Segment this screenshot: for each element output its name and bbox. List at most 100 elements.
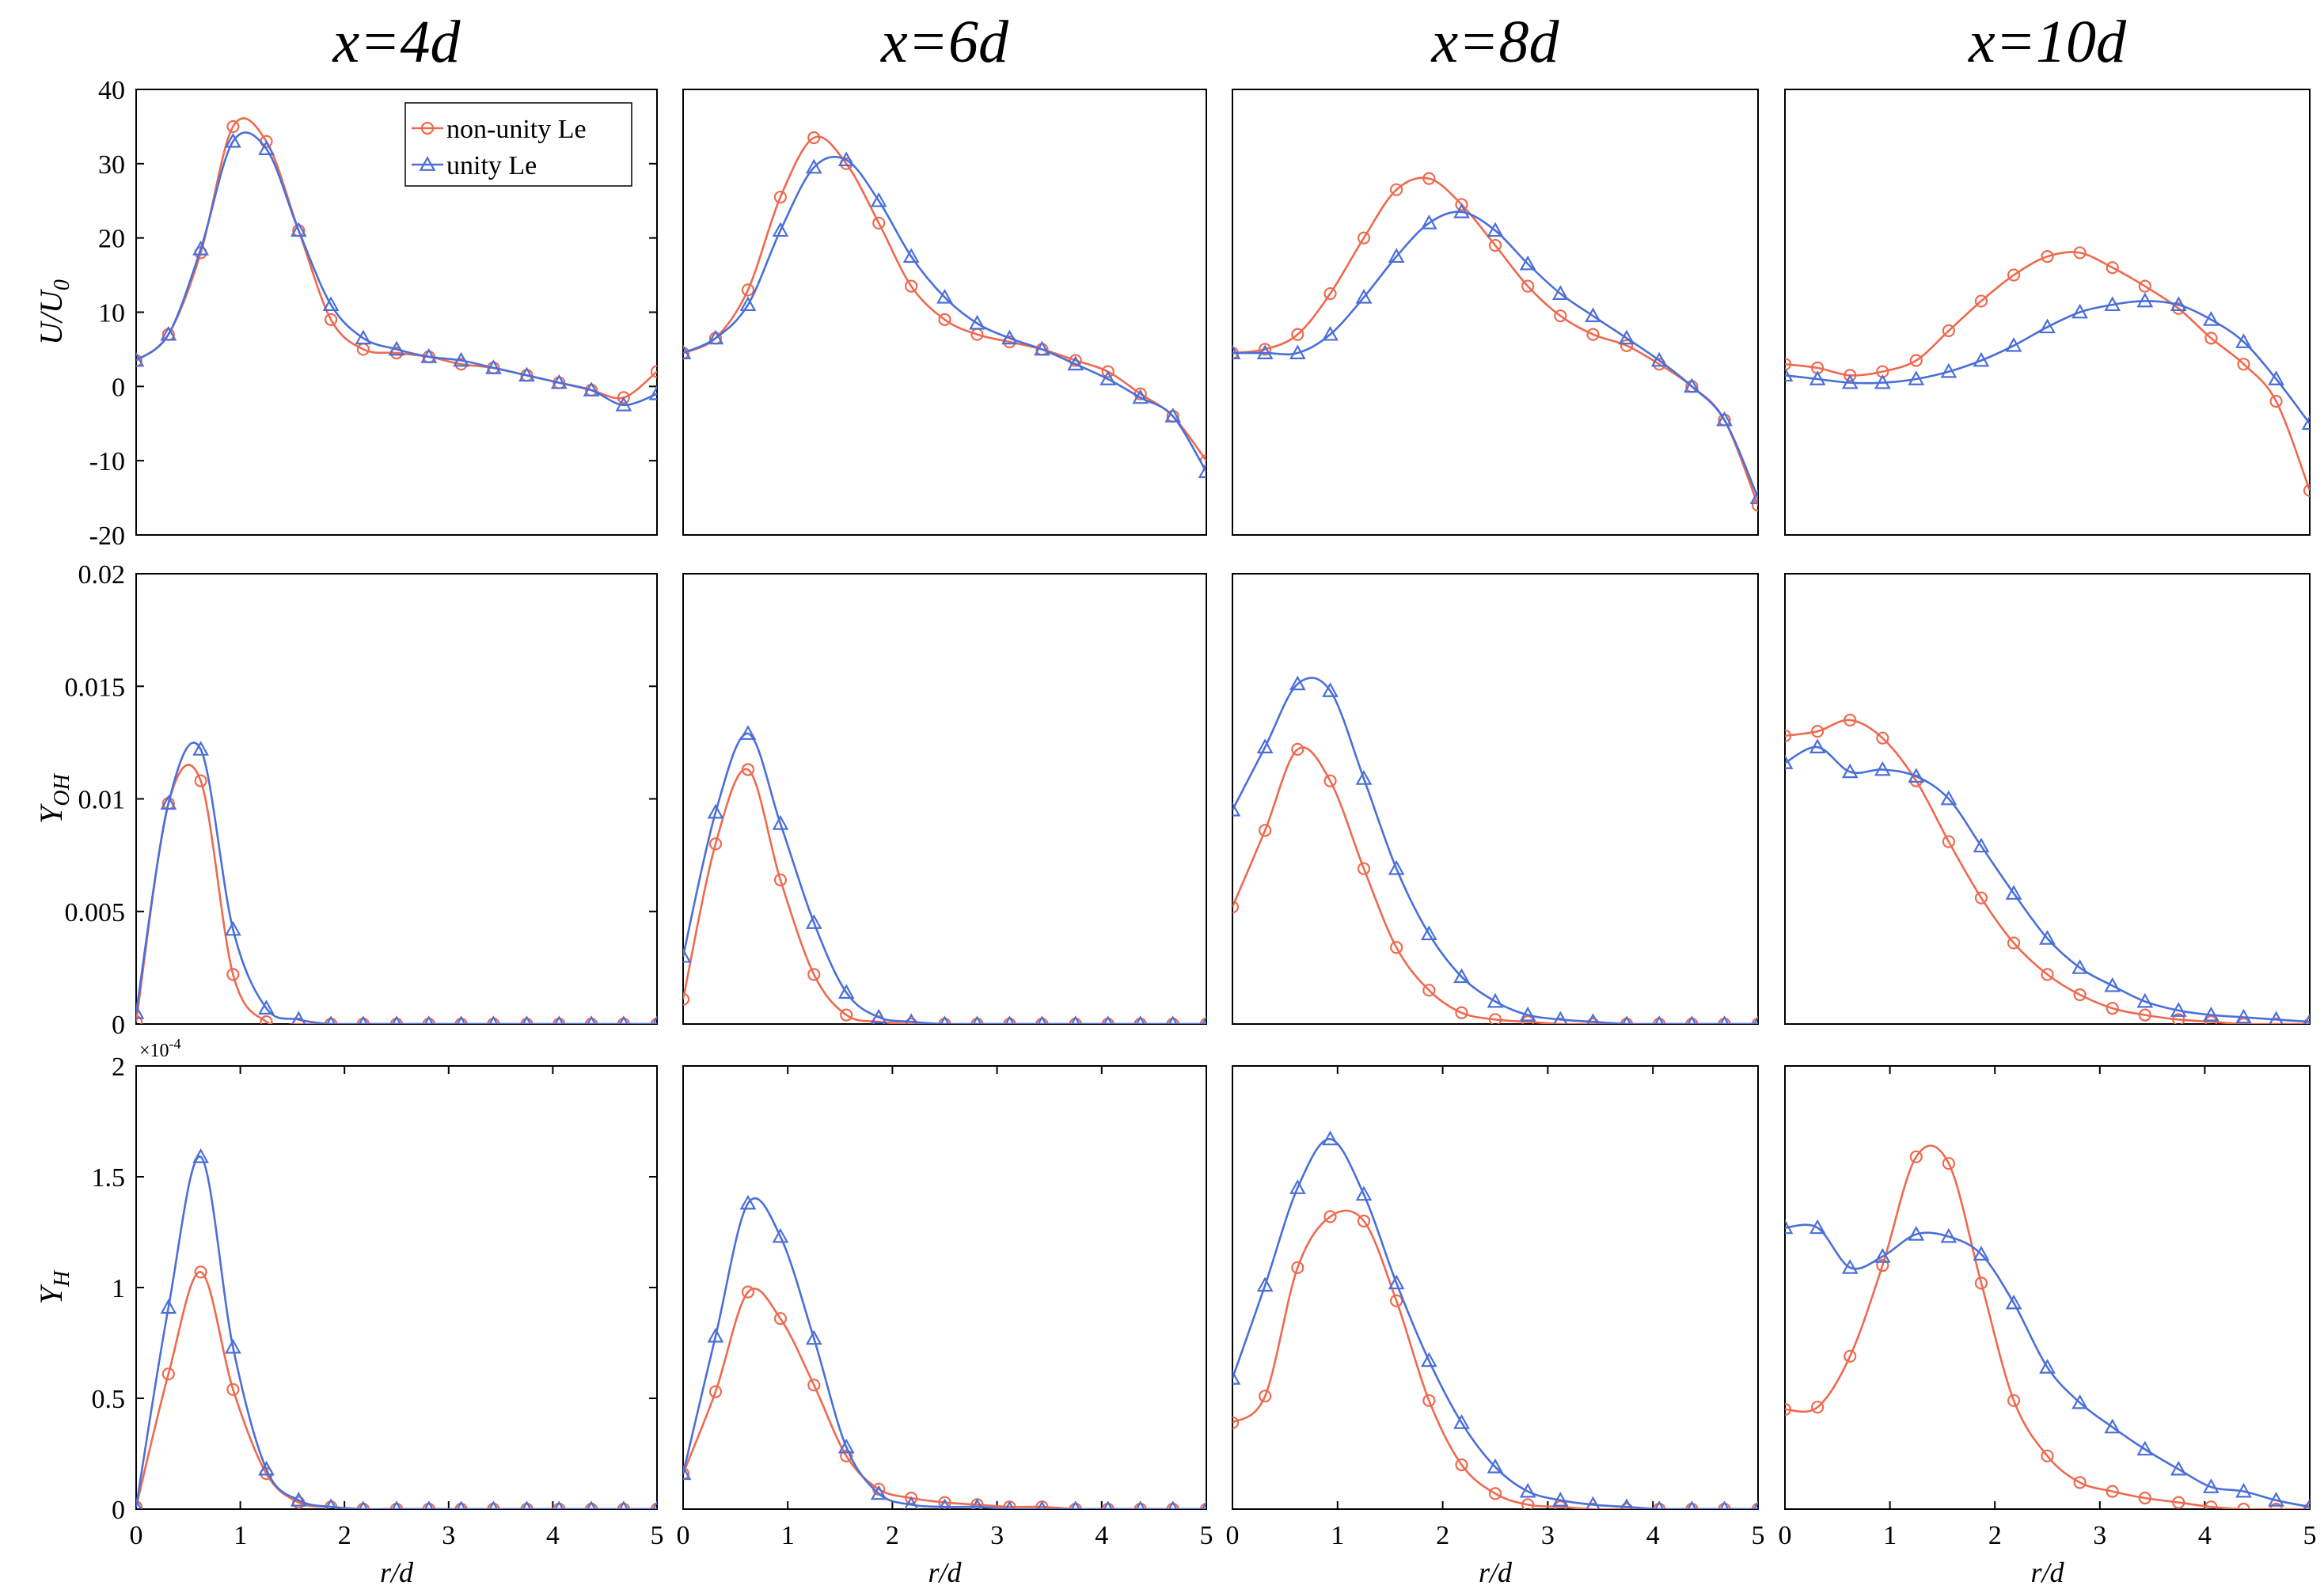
- data-point-triangle: [938, 1498, 951, 1509]
- data-point-circle: [1586, 1502, 1600, 1509]
- data-point-circle: [905, 1491, 918, 1505]
- x-tick-label: 4: [1095, 1521, 1108, 1550]
- data-point-triangle: [1753, 1015, 1758, 1024]
- ylabel-text: YH: [33, 1269, 74, 1304]
- x-axis-label: r/d: [1479, 1557, 1513, 1588]
- data-point-circle: [1974, 1276, 1988, 1290]
- series-line: [683, 732, 1206, 1024]
- data-point-circle: [1942, 324, 1955, 338]
- data-point-triangle: [1716, 411, 1733, 427]
- data-point-circle: [1844, 369, 1857, 382]
- legend-marker: [420, 121, 435, 135]
- data-point-triangle: [837, 151, 855, 167]
- data-point-triangle: [1001, 329, 1018, 345]
- data-point-triangle: [587, 1500, 597, 1509]
- data-point-triangle: [2202, 1478, 2220, 1493]
- x-tick-label: 3: [1541, 1521, 1555, 1550]
- data-point-triangle: [423, 1500, 434, 1509]
- data-point-circle: [226, 119, 240, 134]
- data-point-triangle: [1585, 307, 1601, 323]
- data-point-triangle: [554, 1500, 564, 1509]
- data-point-triangle: [2235, 1482, 2252, 1498]
- data-point-triangle: [1004, 1500, 1015, 1509]
- data-point-circle: [2106, 1001, 2119, 1015]
- ylabel-sub: 0: [50, 279, 74, 290]
- series-non-unity: [683, 1285, 1206, 1509]
- data-point-triangle: [2268, 1492, 2284, 1507]
- data-point-triangle: [1940, 1227, 1958, 1243]
- data-point-circle: [2303, 484, 2310, 497]
- data-point-triangle: [805, 914, 822, 929]
- series-line: [1785, 300, 2310, 425]
- data-point-circle: [1259, 824, 1272, 837]
- axes-frame: [1784, 89, 2311, 536]
- data-point-circle: [1844, 1349, 1857, 1363]
- data-point-circle: [1488, 1487, 1502, 1500]
- data-point-triangle: [1135, 1015, 1145, 1024]
- series-unity: [136, 1148, 657, 1509]
- data-point-circle: [2172, 1013, 2185, 1024]
- data-point-circle: [1785, 729, 1792, 742]
- data-point-circle: [194, 774, 207, 787]
- axes-frame: [1784, 1065, 2311, 1510]
- data-point-circle: [1620, 339, 1634, 352]
- data-point-triangle: [456, 1500, 466, 1509]
- data-point-triangle: [2170, 1002, 2187, 1017]
- data-point-triangle: [1687, 1500, 1697, 1509]
- series-line: [136, 764, 657, 1024]
- x-tick-label: 1: [1883, 1521, 1897, 1550]
- axes-frame: [1232, 573, 1759, 1025]
- data-point-triangle: [1841, 1259, 1859, 1274]
- y-tick-label: 0.005: [65, 898, 126, 927]
- data-point-circle: [872, 216, 886, 229]
- data-point-triangle: [1785, 366, 1794, 382]
- data-point-triangle: [2235, 1008, 2252, 1024]
- data-point-circle: [2269, 1502, 2283, 1509]
- data-point-triangle: [225, 1338, 241, 1354]
- data-point-triangle: [902, 248, 920, 264]
- data-point-circle: [136, 1015, 143, 1024]
- data-point-circle: [2041, 1449, 2054, 1462]
- series-line: [136, 1271, 657, 1509]
- series-line: [1785, 1223, 2310, 1508]
- data-point-triangle: [225, 132, 241, 148]
- data-point-circle: [650, 365, 657, 378]
- data-point-triangle: [1940, 362, 1958, 378]
- data-point-circle: [938, 1496, 951, 1509]
- data-point-circle: [1069, 354, 1082, 367]
- data-point-circle: [1390, 941, 1403, 954]
- x-axis-label: r/d: [928, 1557, 962, 1588]
- data-point-triangle: [1256, 1276, 1274, 1292]
- data-point-triangle: [1650, 351, 1668, 367]
- series-unity: [1785, 738, 2310, 1024]
- data-point-triangle: [652, 1500, 657, 1509]
- data-point-triangle: [290, 222, 307, 237]
- data-point-triangle: [648, 385, 657, 400]
- data-point-triangle: [392, 1500, 401, 1509]
- legend-label: non-unity Le: [446, 115, 587, 144]
- ylabel-base: U/U: [33, 288, 69, 345]
- data-point-circle: [1455, 198, 1468, 211]
- data-point-triangle: [1232, 1370, 1241, 1385]
- data-point-triangle: [160, 1299, 177, 1314]
- data-point-triangle: [2039, 1359, 2056, 1374]
- data-point-triangle: [1037, 1015, 1047, 1024]
- data-point-circle: [2073, 1476, 2087, 1489]
- legend-marker: [419, 156, 436, 171]
- series-line: [1785, 251, 2310, 491]
- data-point-circle: [2007, 1394, 2021, 1407]
- y-tick-label: 30: [98, 150, 125, 180]
- row-ylabel-1: U/U0: [33, 279, 74, 345]
- data-point-triangle: [325, 1498, 337, 1509]
- data-point-triangle: [2170, 1460, 2187, 1476]
- data-point-circle: [1785, 358, 1792, 371]
- data-point-triangle: [326, 1015, 336, 1024]
- data-point-circle: [1291, 742, 1304, 757]
- data-point-triangle: [423, 1015, 434, 1024]
- data-point-triangle: [258, 1460, 275, 1476]
- data-point-triangle: [2301, 415, 2310, 430]
- x-axis-label: r/d: [380, 1557, 414, 1588]
- data-point-circle: [1521, 1498, 1535, 1509]
- data-point-triangle: [1973, 1246, 1990, 1261]
- series-unity: [683, 725, 1206, 1024]
